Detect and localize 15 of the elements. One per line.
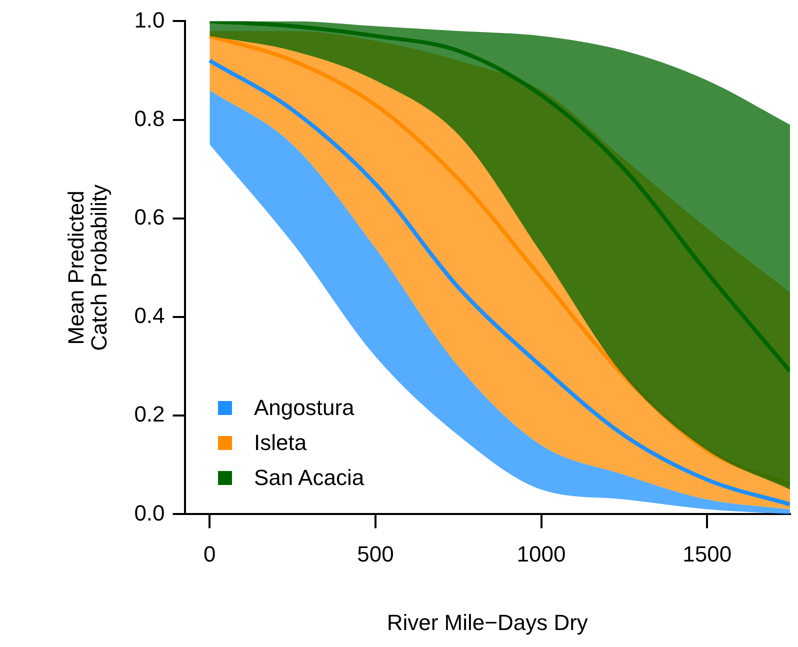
x-tick-label: 0	[204, 541, 216, 566]
y-tick-label: 0.4	[134, 303, 165, 328]
x-tick-label: 1000	[516, 541, 566, 566]
x-tick-label: 1500	[682, 541, 732, 566]
legend-label: Angostura	[254, 394, 354, 422]
legend-label: San Acacia	[254, 464, 364, 492]
x-tick-label: 500	[357, 541, 394, 566]
y-tick-label: 0.6	[134, 204, 165, 230]
y-tick-label: 1.0	[134, 7, 165, 32]
x-axis-title: River Mile−Days Dry	[386, 610, 588, 635]
y-tick-label: 0.8	[134, 106, 165, 131]
legend-label: Isleta	[254, 429, 307, 457]
y-axis-title: Mean Predicted Catch Probability	[64, 184, 112, 351]
y-tick-label: 0.0	[134, 500, 165, 526]
y-tick-label: 0.2	[134, 402, 165, 427]
